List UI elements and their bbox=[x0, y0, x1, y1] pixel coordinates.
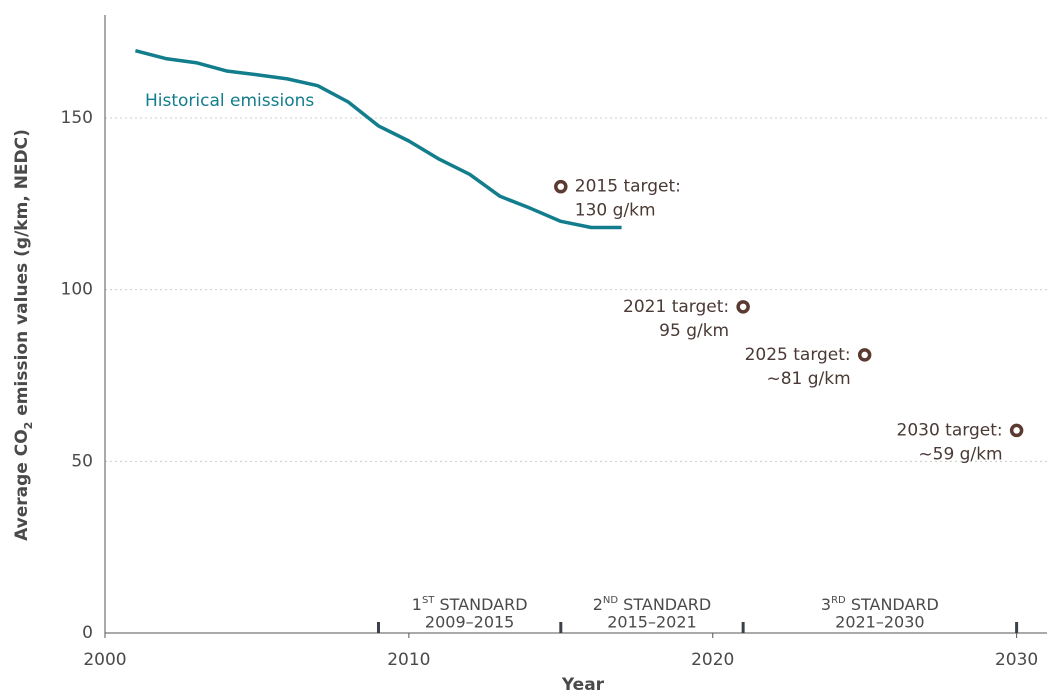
standard-num: 3 bbox=[821, 595, 831, 614]
series-label: Historical emissions bbox=[145, 91, 314, 111]
x-tick-label: 2000 bbox=[83, 650, 126, 670]
standard-word: STANDARD bbox=[618, 595, 711, 614]
standard-name: 1ST STANDARD bbox=[412, 595, 528, 614]
x-tick-label: 2030 bbox=[995, 650, 1038, 670]
standard-sup: ND bbox=[603, 595, 618, 606]
target-label: ~59 g/km bbox=[918, 444, 1002, 464]
y-tick-label: 150 bbox=[61, 108, 93, 128]
target-label: 95 g/km bbox=[659, 321, 729, 341]
target-marker bbox=[736, 300, 750, 314]
y-label-main: Average CO bbox=[12, 429, 32, 541]
target-label: 2015 target: bbox=[575, 177, 681, 197]
standard-word: STANDARD bbox=[434, 595, 527, 614]
standard-boundary bbox=[1015, 622, 1019, 633]
standard-period: 2009–2015 bbox=[425, 613, 514, 632]
standard-name: 2ND STANDARD bbox=[593, 595, 711, 614]
standard-period: 2015–2021 bbox=[607, 613, 696, 632]
target-label: 2021 target: bbox=[623, 297, 729, 317]
target-marker bbox=[554, 179, 568, 194]
y-tick-label: 100 bbox=[61, 280, 93, 300]
y-tick-label: 0 bbox=[82, 623, 93, 643]
standard-sup: ST bbox=[422, 595, 435, 606]
y-label-sub: 2 bbox=[22, 422, 35, 430]
target-marker bbox=[1009, 423, 1024, 438]
target-label: 2025 target: bbox=[745, 345, 851, 365]
y-tick-label: 50 bbox=[71, 451, 93, 471]
standard-period: 2021–2030 bbox=[835, 613, 924, 632]
standard-sup: RD bbox=[831, 595, 846, 606]
standard-name: 3RD STANDARD bbox=[821, 595, 939, 614]
x-axis-label: Year bbox=[561, 675, 605, 693]
target-label: 130 g/km bbox=[575, 201, 656, 221]
standard-num: 2 bbox=[593, 595, 603, 614]
y-label-rest: emission values (g/km, NEDC) bbox=[12, 129, 32, 422]
standard-word: STANDARD bbox=[846, 595, 939, 614]
y-axis-label: Average CO2 emission values (g/km, NEDC) bbox=[12, 129, 35, 541]
standard-boundary bbox=[559, 622, 563, 633]
target-label: ~81 g/km bbox=[766, 369, 850, 389]
standard-boundary bbox=[376, 622, 380, 633]
x-tick-label: 2010 bbox=[387, 650, 430, 670]
standard-num: 1 bbox=[412, 595, 422, 614]
standard-boundary bbox=[741, 622, 745, 633]
x-tick-label: 2020 bbox=[691, 650, 734, 670]
series-line bbox=[134, 49, 622, 230]
target-marker bbox=[857, 348, 872, 362]
target-label: 2030 target: bbox=[897, 420, 1003, 440]
